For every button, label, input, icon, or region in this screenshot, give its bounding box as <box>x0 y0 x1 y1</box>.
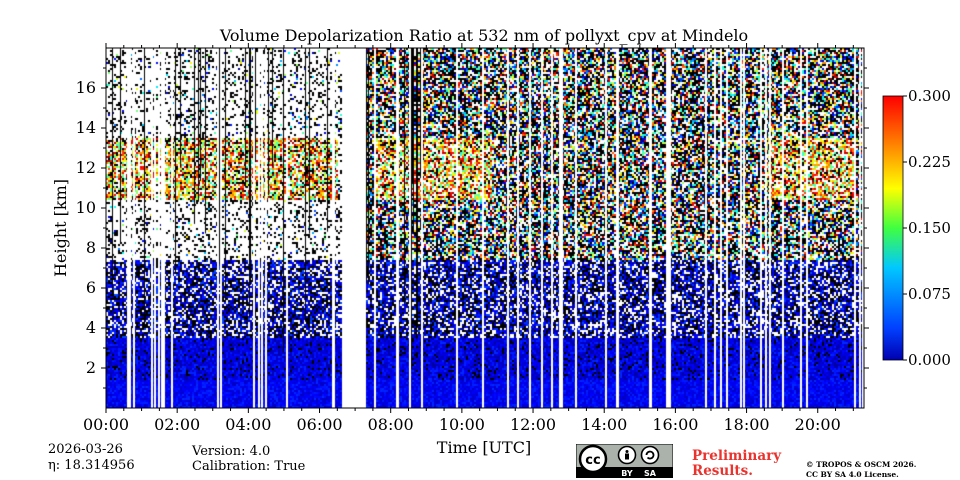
depol-heatmap-image <box>106 48 864 408</box>
x-tick-label: 14:00 <box>581 415 627 434</box>
x-tick-label: 10:00 <box>439 415 485 434</box>
y-tick-label: 12 <box>76 158 96 177</box>
preliminary-notice: Preliminary Results. <box>692 449 781 479</box>
colorbar-tick-label: 0.075 <box>908 285 951 303</box>
cc-icon <box>578 444 608 474</box>
x-axis-label: Time [UTC] <box>437 438 531 457</box>
badge-sa: SA <box>644 469 657 478</box>
colorbar-ticks: 0.000 0.075 0.150 0.225 0.300 <box>903 87 951 369</box>
colorbar <box>882 95 904 361</box>
y-tick-label: 16 <box>76 78 96 97</box>
x-tick-label: 04:00 <box>225 415 271 434</box>
preliminary-line2: Results. <box>692 463 753 479</box>
x-tick-label: 08:00 <box>368 415 414 434</box>
footer-date: 2026-03-26 <box>48 442 123 457</box>
x-tick-label: 00:00 <box>83 415 129 434</box>
x-tick-label: 06:00 <box>296 415 342 434</box>
chart-title: Volume Depolarization Ratio at 532 nm of… <box>219 26 748 45</box>
y-axis-label: Height [km] <box>51 179 70 277</box>
y-tick-label: 10 <box>76 198 96 217</box>
svg-text:cc: cc <box>585 453 600 468</box>
y-tick-label: 14 <box>76 118 96 137</box>
y-tick-label: 6 <box>86 278 96 297</box>
y-tick-label: 4 <box>86 318 96 337</box>
y-axis: 2 4 6 8 10 12 14 16 <box>76 67 869 389</box>
colorbar-tick-label: 0.300 <box>908 87 951 105</box>
preliminary-line1: Preliminary <box>692 448 782 464</box>
colorbar-tick-label: 0.150 <box>908 219 951 237</box>
x-tick-label: 20:00 <box>795 415 841 434</box>
colorbar-tick-label: 0.000 <box>908 351 951 369</box>
colorbar-tick-label: 0.225 <box>908 153 951 171</box>
copyright-notice: © TROPOS & OSCM 2026. CC BY SA 4.0 Licen… <box>806 460 916 480</box>
footer-eta: η: 18.314956 <box>48 458 135 473</box>
cc-by-sa-license-badge: cc BY SA <box>576 444 673 478</box>
copyright-line2: CC BY SA 4.0 License. <box>806 470 899 479</box>
x-tick-label: 16:00 <box>652 415 698 434</box>
x-axis: 00:00 02:00 04:00 06:00 08:00 10:00 12:00 14:00… <box>83 43 854 434</box>
copyright-line1: © TROPOS & OSCM 2026. <box>806 460 917 469</box>
x-tick-label: 12:00 <box>510 415 556 434</box>
badge-by: BY <box>621 469 633 478</box>
y-tick-label: 2 <box>86 358 96 377</box>
x-tick-label: 18:00 <box>724 415 770 434</box>
share-alike-icon <box>640 445 660 465</box>
footer-calibration: Calibration: True <box>192 459 306 474</box>
y-tick-label: 8 <box>86 238 96 257</box>
x-tick-label: 02:00 <box>154 415 200 434</box>
heatmap-area <box>106 48 864 408</box>
footer-version: Version: 4.0 <box>192 444 271 459</box>
